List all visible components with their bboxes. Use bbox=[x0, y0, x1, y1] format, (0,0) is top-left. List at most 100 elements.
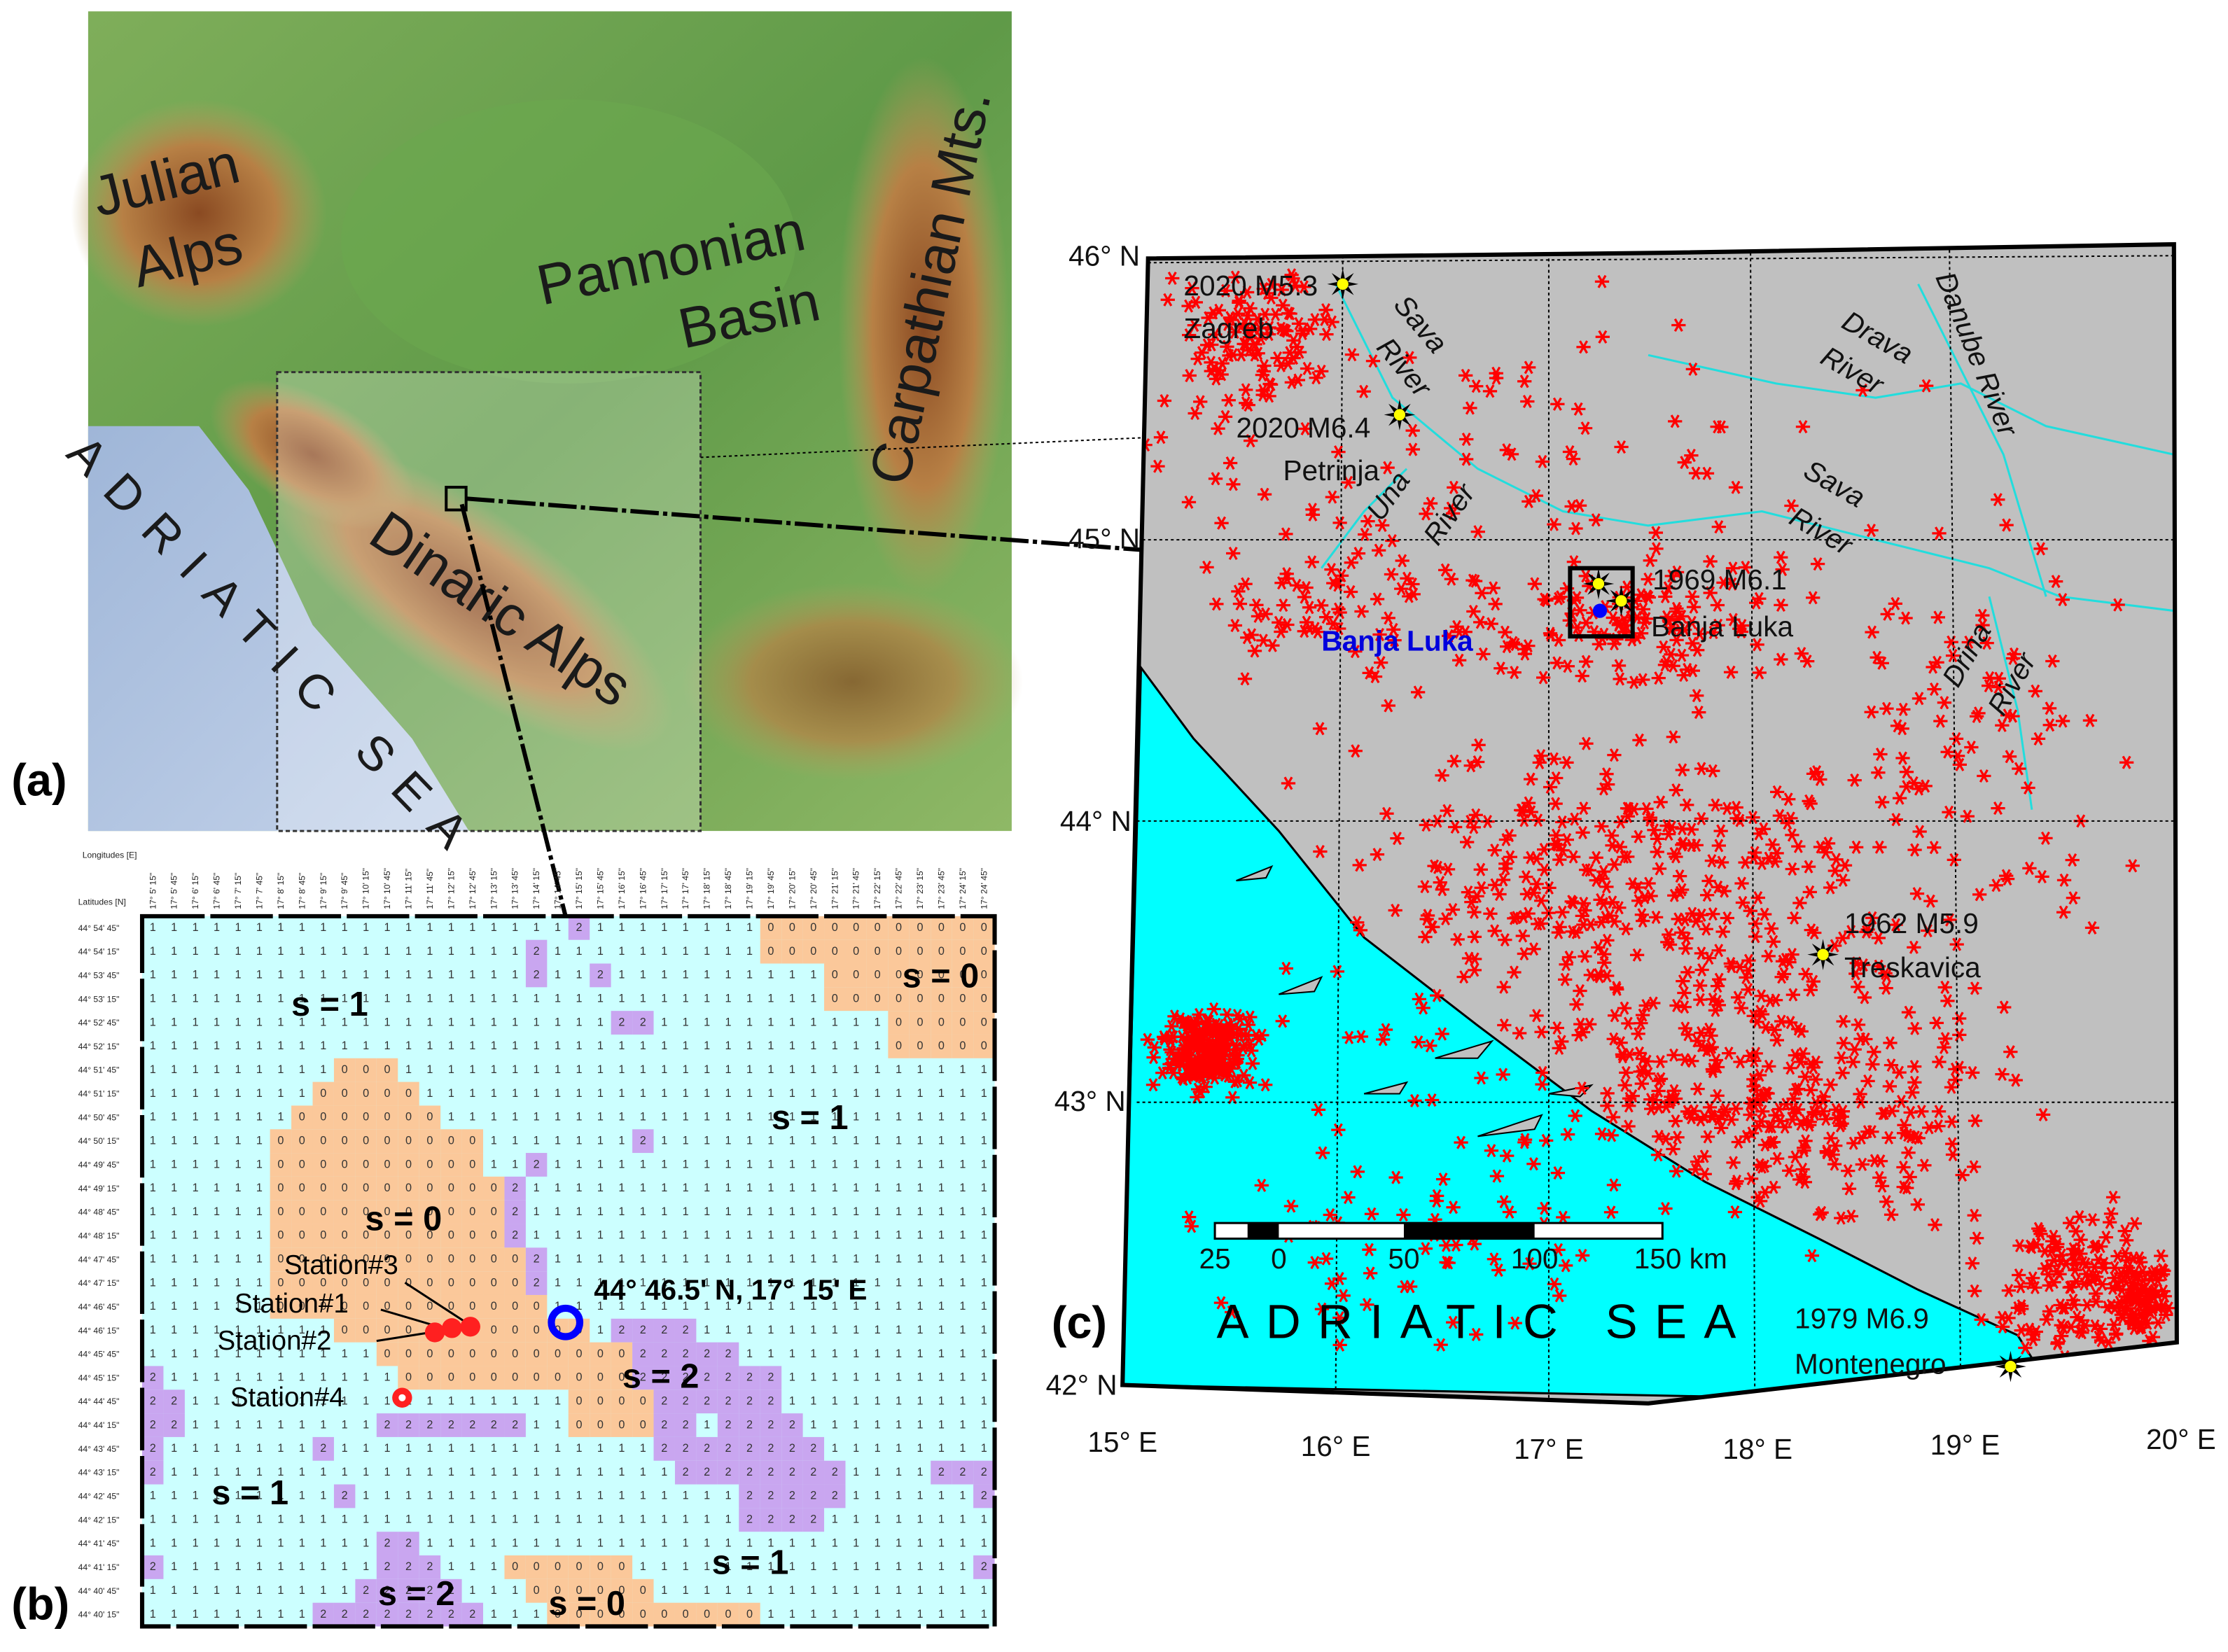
cell-value: 1 bbox=[214, 1442, 220, 1455]
cell-value: 1 bbox=[576, 1253, 582, 1266]
relief bbox=[210, 379, 415, 530]
cell-value: 1 bbox=[832, 1158, 838, 1170]
cell-value: 1 bbox=[171, 1276, 177, 1289]
cell-value: 1 bbox=[555, 1536, 561, 1549]
cell-value: 1 bbox=[661, 1087, 667, 1100]
cell-value: 1 bbox=[640, 1182, 646, 1194]
cell-value: 2 bbox=[746, 1394, 753, 1407]
lon-label: 17° 11' 15" bbox=[404, 869, 414, 909]
cell-value: 1 bbox=[534, 1418, 540, 1431]
cell-value: 1 bbox=[704, 1324, 710, 1336]
cell-value: 1 bbox=[640, 1490, 646, 1502]
lat-label: 44° 42' 15" bbox=[78, 1515, 120, 1525]
cell-value: 0 bbox=[384, 1063, 391, 1076]
cell-value: 2 bbox=[342, 1608, 348, 1620]
cell-value: 1 bbox=[789, 1229, 795, 1242]
cell-value: 1 bbox=[832, 1442, 838, 1455]
cell-value: 1 bbox=[938, 1229, 945, 1242]
cell-value: 1 bbox=[512, 1016, 518, 1028]
cell bbox=[952, 1011, 974, 1035]
cell-value: 1 bbox=[767, 1560, 774, 1573]
lon-label: 17° 11' 45" bbox=[425, 869, 435, 909]
cell-value: 2 bbox=[725, 1418, 732, 1431]
cell-value: 0 bbox=[938, 969, 945, 981]
cell-value: 1 bbox=[277, 1490, 284, 1502]
cell-value: 1 bbox=[938, 1394, 945, 1407]
cell-value: 0 bbox=[342, 1205, 348, 1218]
cell-value: 1 bbox=[448, 1111, 454, 1124]
cell-value: 1 bbox=[235, 1490, 241, 1502]
cell-value: 0 bbox=[384, 1300, 391, 1312]
cell-value: 1 bbox=[810, 1205, 816, 1218]
cell bbox=[973, 1034, 995, 1058]
cell bbox=[461, 1342, 484, 1366]
cell-value: 1 bbox=[193, 1560, 199, 1573]
lat-label: 44° 48' 45" bbox=[78, 1208, 120, 1217]
cell-value: 0 bbox=[534, 1300, 540, 1312]
cell bbox=[355, 1058, 377, 1082]
cell-value: 2 bbox=[981, 1560, 987, 1573]
lon-label: 17° 16' 15" bbox=[617, 868, 627, 909]
cell-value: 1 bbox=[917, 1300, 923, 1312]
cell-value: 1 bbox=[277, 1016, 284, 1028]
cell bbox=[760, 1508, 782, 1532]
cell-value: 1 bbox=[193, 1608, 199, 1620]
cell-value: 1 bbox=[193, 1371, 199, 1384]
cell-value: 1 bbox=[704, 969, 710, 981]
cell bbox=[696, 1460, 718, 1485]
site-box bbox=[1568, 566, 1635, 639]
cell-value: 2 bbox=[789, 1418, 795, 1431]
cell-value: 1 bbox=[469, 1584, 475, 1597]
epicenter bbox=[2138, 1348, 2155, 1363]
cell-value: 0 bbox=[342, 1063, 348, 1076]
event-label: Treskavica bbox=[1844, 951, 1981, 983]
cell-value: 2 bbox=[491, 1418, 497, 1431]
cell-value: 2 bbox=[618, 1324, 625, 1336]
cell-value: 0 bbox=[618, 1418, 625, 1431]
cell-value: 0 bbox=[405, 1300, 412, 1312]
cell bbox=[440, 1271, 462, 1295]
lat-label: 44° 49' 45" bbox=[78, 1160, 120, 1170]
cell-value: 0 bbox=[277, 1253, 284, 1266]
cell-value: 0 bbox=[405, 1111, 412, 1124]
cell-value: 0 bbox=[405, 1253, 412, 1266]
cell-value: 0 bbox=[534, 1560, 540, 1573]
cell-value: 0 bbox=[618, 1394, 625, 1407]
cell-value: 1 bbox=[576, 1276, 582, 1289]
cell bbox=[419, 1153, 441, 1177]
cell-value: 1 bbox=[640, 1087, 646, 1100]
cell-value: 1 bbox=[938, 1182, 945, 1194]
cell-value: 1 bbox=[896, 1087, 902, 1100]
cell-value: 1 bbox=[938, 1584, 945, 1597]
cell bbox=[717, 1342, 739, 1366]
cell-value: 0 bbox=[342, 1182, 348, 1194]
station bbox=[460, 1317, 480, 1337]
cell-value: 2 bbox=[342, 1490, 348, 1502]
lat-label: 44° 53' 15" bbox=[78, 994, 120, 1004]
cell-value: 1 bbox=[150, 1016, 156, 1028]
cell-value: 1 bbox=[875, 1016, 881, 1028]
cell-value: 0 bbox=[491, 1253, 497, 1266]
cell-value: 0 bbox=[320, 1158, 326, 1170]
cell bbox=[461, 1129, 484, 1154]
cell-value: 1 bbox=[683, 969, 689, 981]
cell-value: 1 bbox=[661, 1584, 667, 1597]
cell-value: 0 bbox=[448, 1371, 454, 1384]
cell bbox=[888, 987, 910, 1011]
cell-value: 2 bbox=[981, 1466, 987, 1478]
cell-value: 0 bbox=[597, 1608, 604, 1620]
cell-value: 1 bbox=[299, 1442, 305, 1455]
cell-value: 2 bbox=[981, 1490, 987, 1502]
leader bbox=[376, 1331, 431, 1343]
cell-value: 0 bbox=[512, 1560, 518, 1573]
cell-value: 0 bbox=[875, 921, 881, 934]
cell-value: 1 bbox=[363, 1016, 369, 1028]
cell-value: 1 bbox=[917, 1418, 923, 1431]
cell-value: 1 bbox=[214, 1608, 220, 1620]
cell bbox=[590, 1390, 611, 1414]
cell-value: 2 bbox=[405, 1608, 412, 1620]
cell-value: 1 bbox=[810, 1371, 816, 1384]
cell-value: 1 bbox=[810, 1040, 816, 1052]
cell-value: 1 bbox=[704, 1300, 710, 1312]
cell-value: 1 bbox=[746, 1016, 753, 1028]
